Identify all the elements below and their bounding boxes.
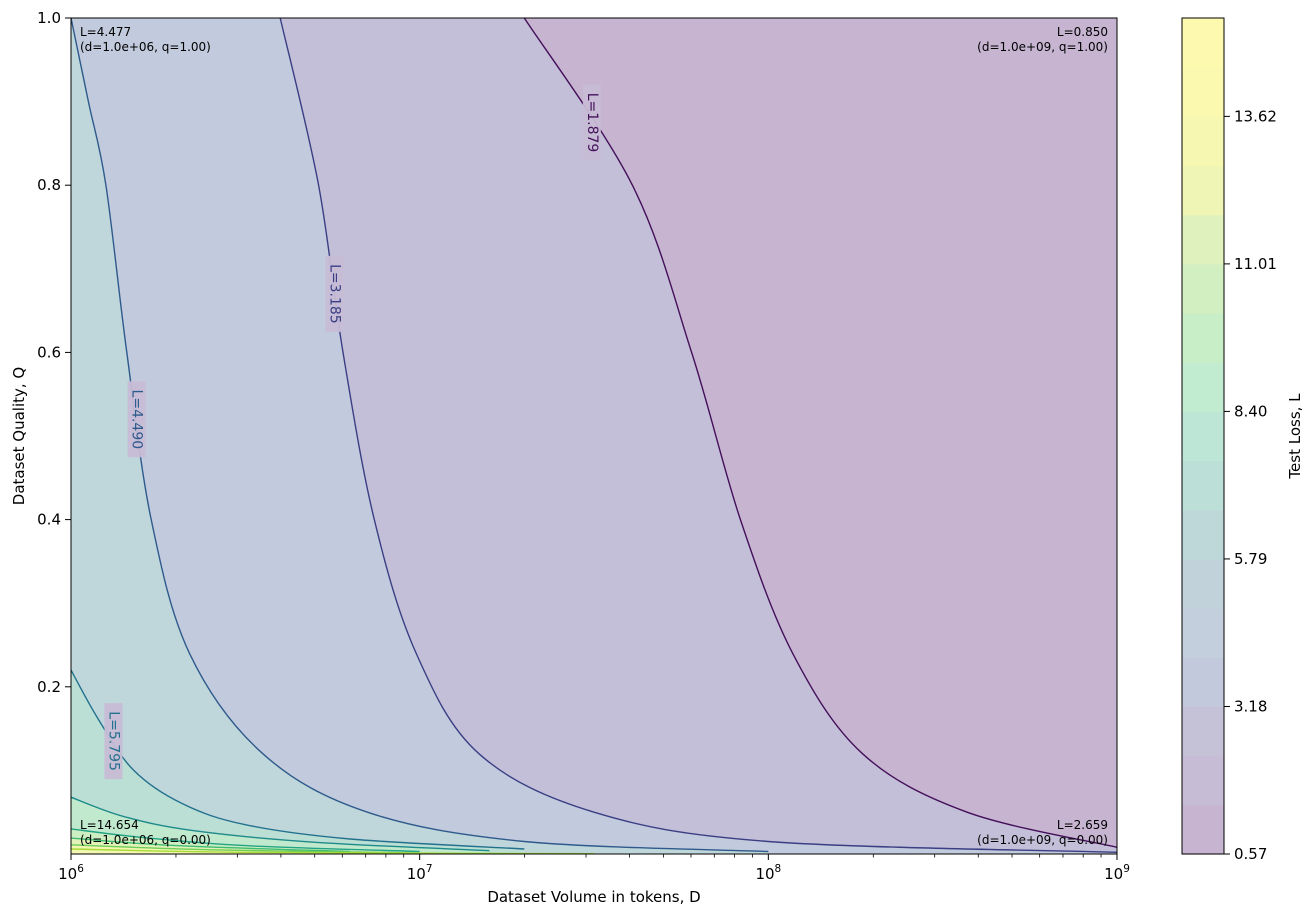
y-tick-label: 0.8 xyxy=(37,176,61,194)
y-axis-ticks: 0.2 0.4 0.6 0.8 1.0 xyxy=(37,9,71,696)
contour-line xyxy=(279,18,1117,853)
y-tick-label: 0.6 xyxy=(37,343,61,361)
x-tick-label: 107 xyxy=(407,863,433,883)
x-tick-label: 106 xyxy=(58,863,84,883)
annotation-top-left-line2: (d=1.0e+06, q=1.00) xyxy=(80,40,211,54)
contour-line xyxy=(71,796,490,852)
colorbar-band xyxy=(1182,263,1224,314)
contour-label: L=1.879 xyxy=(584,93,600,153)
annotation-top-right: L=0.850 (d=1.0e+09, q=1.00) xyxy=(977,25,1108,54)
colorbar-ticks: 0.57 3.18 5.79 8.40 11.01 13.62 xyxy=(1224,107,1277,863)
colorbar-band xyxy=(1182,608,1224,658)
contour-lines xyxy=(71,18,1117,854)
contour-label: L=4.490 xyxy=(129,390,145,450)
colorbar-band xyxy=(1182,313,1224,363)
colorbar-band xyxy=(1182,706,1224,757)
x-tick-label: 108 xyxy=(755,863,781,883)
y-tick-label: 0.2 xyxy=(37,678,61,696)
annotation-bottom-left: L=14.654 (d=1.0e+06, q=0.00) xyxy=(80,818,211,847)
x-tick-exponent: 8 xyxy=(775,863,782,875)
contour-label-gap xyxy=(582,84,601,161)
annotation-bottom-right-line1: L=2.659 xyxy=(1057,818,1108,832)
colorbar-band xyxy=(1182,460,1224,511)
contour-line xyxy=(71,18,769,853)
y-tick-label: 1.0 xyxy=(37,9,61,27)
colorbar-band xyxy=(1182,67,1224,117)
annotation-top-right-line1: L=0.850 xyxy=(1057,25,1108,39)
band-region xyxy=(71,849,594,854)
colorbar-band xyxy=(1182,411,1224,462)
band-region xyxy=(71,18,1117,854)
plot-frame xyxy=(70,17,1118,855)
annotation-bottom-left-line1: L=14.654 xyxy=(80,818,139,832)
colorbar-tick-label: 3.18 xyxy=(1234,697,1267,715)
contour-line xyxy=(71,828,420,853)
colorbar-band xyxy=(1182,165,1224,216)
contour-line-labels: L=1.879 L=3.185 L=4.490 L=5.795 xyxy=(104,84,601,780)
annotation-bottom-right: L=2.659 (d=1.0e+09, q=0.00) xyxy=(977,818,1108,847)
x-axis-label: Dataset Volume in tokens, D xyxy=(487,888,700,906)
contour-label-gap xyxy=(325,255,344,332)
colorbar-band xyxy=(1182,804,1224,855)
colorbar-band xyxy=(1182,755,1224,806)
contour-line xyxy=(71,669,525,850)
contour-line xyxy=(523,18,1117,848)
x-tick-label: 109 xyxy=(1104,863,1130,883)
colorbar-band xyxy=(1182,214,1224,265)
colorbar-tick-label: 5.79 xyxy=(1234,550,1267,568)
x-axis-ticks: 106 107 108 109 xyxy=(58,854,1130,883)
colorbar-band xyxy=(1182,509,1224,560)
contour-line xyxy=(71,837,350,853)
colorbar-tick-label: 11.01 xyxy=(1234,255,1277,273)
x-tick-exponent: 6 xyxy=(77,863,84,875)
contour-line xyxy=(71,848,595,854)
colorbar-tick-label: 8.40 xyxy=(1234,402,1267,420)
annotation-top-left: L=4.477 (d=1.0e+06, q=1.00) xyxy=(80,25,211,54)
colorbar-band xyxy=(1182,362,1224,413)
colorbar-tick-label: 0.57 xyxy=(1234,845,1267,863)
contour-label-gap xyxy=(104,703,123,780)
x-tick-exponent: 7 xyxy=(426,863,433,875)
band-region xyxy=(71,670,525,854)
annotation-top-left-line1: L=4.477 xyxy=(80,25,131,39)
colorbar-frame xyxy=(1181,17,1225,855)
colorbar-band xyxy=(1182,657,1224,708)
band-region xyxy=(71,797,490,854)
colorbar-band xyxy=(1182,18,1224,68)
colorbar-band xyxy=(1182,558,1224,609)
contour-label: L=5.795 xyxy=(105,711,121,771)
colorbar xyxy=(1182,18,1224,855)
x-tick-exponent: 9 xyxy=(1123,863,1130,875)
contour-label: L=3.185 xyxy=(326,264,342,324)
y-tick-label: 0.4 xyxy=(37,511,61,529)
annotation-bottom-left-line2: (d=1.0e+06, q=0.00) xyxy=(80,833,211,847)
band-region xyxy=(71,18,769,854)
colorbar-band xyxy=(1182,116,1224,167)
annotation-top-right-line2: (d=1.0e+09, q=1.00) xyxy=(977,40,1108,54)
colorbar-label: Test Loss, L xyxy=(1286,393,1304,480)
annotation-bottom-right-line2: (d=1.0e+09, q=0.00) xyxy=(977,833,1108,847)
contour-label-gap xyxy=(127,381,146,458)
y-axis-label: Dataset Quality, Q xyxy=(10,367,28,505)
colorbar-tick-label: 13.62 xyxy=(1234,107,1277,125)
